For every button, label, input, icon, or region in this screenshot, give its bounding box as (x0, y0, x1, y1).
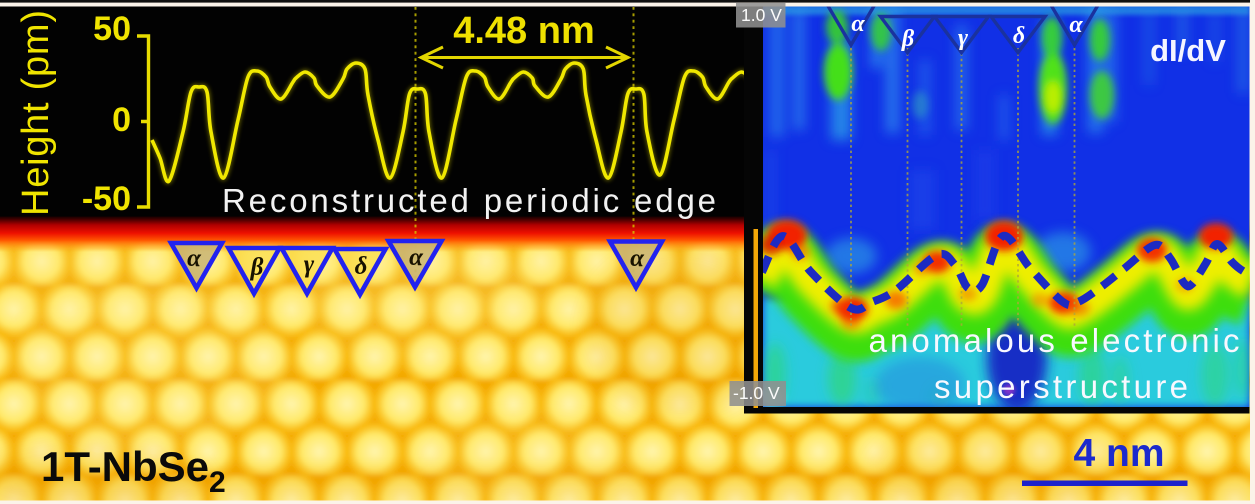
svg-text:β: β (250, 254, 264, 281)
svg-text:δ: δ (1013, 23, 1025, 49)
svg-text:1.0 V: 1.0 V (741, 5, 782, 25)
svg-text:α: α (409, 244, 424, 271)
svg-text:δ: δ (355, 253, 368, 280)
svg-text:γ: γ (958, 25, 968, 51)
svg-text:α: α (630, 245, 645, 272)
svg-text:anomalous electronic: anomalous electronic (869, 322, 1240, 359)
svg-text:50: 50 (93, 10, 131, 48)
svg-text:-50: -50 (82, 180, 131, 218)
svg-text:γ: γ (304, 251, 315, 278)
svg-text:0: 0 (112, 101, 131, 139)
svg-text:4 nm: 4 nm (1073, 432, 1164, 475)
svg-text:α: α (851, 11, 865, 37)
svg-text:α: α (187, 245, 202, 272)
svg-text:Height (pm): Height (pm) (15, 10, 57, 216)
svg-text:β: β (901, 26, 915, 52)
svg-text:4.48 nm: 4.48 nm (453, 10, 595, 52)
svg-text:α: α (1069, 12, 1083, 38)
svg-text:dI/dV: dI/dV (1150, 33, 1226, 68)
svg-text:1T-NbSe2: 1T-NbSe2 (41, 443, 226, 499)
svg-text:superstructure: superstructure (934, 368, 1188, 405)
svg-text:-1.0 V: -1.0 V (733, 383, 780, 403)
